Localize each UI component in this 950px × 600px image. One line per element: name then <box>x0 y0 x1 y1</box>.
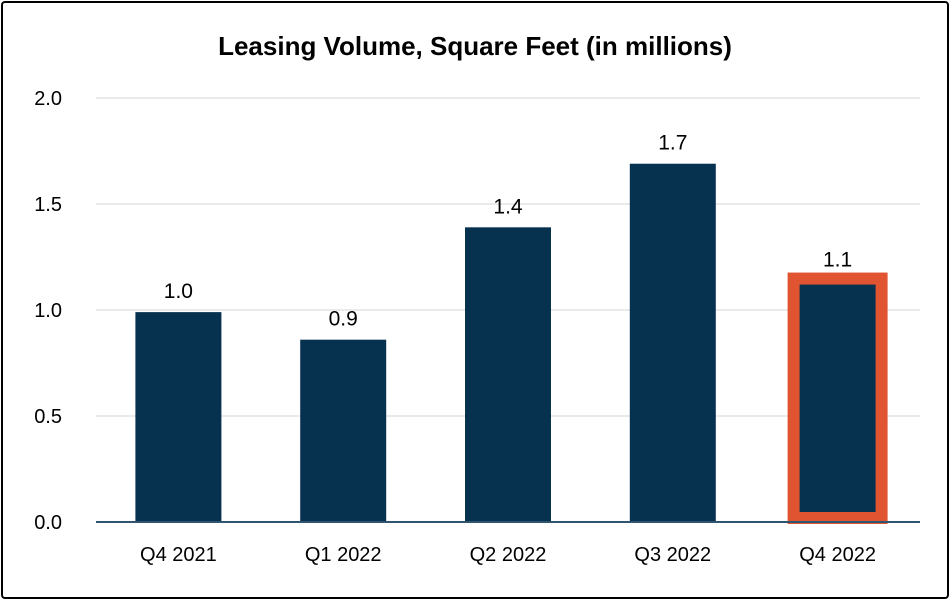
bar <box>629 163 716 522</box>
x-tick-label: Q4 2022 <box>799 544 876 566</box>
x-tick-label: Q1 2022 <box>305 544 382 566</box>
x-tick-label: Q2 2022 <box>470 544 547 566</box>
chart-title: Leasing Volume, Square Feet (in millions… <box>218 31 732 61</box>
data-label: 1.7 <box>658 132 687 155</box>
data-label: 1.0 <box>164 280 193 303</box>
data-label: 0.9 <box>329 308 358 331</box>
bar <box>465 227 551 522</box>
bar-highlighted <box>787 272 888 524</box>
data-label: 1.1 <box>823 249 852 272</box>
y-tick-label: 0.5 <box>34 406 62 428</box>
bar <box>135 312 222 522</box>
y-tick-label: 1.0 <box>34 300 62 322</box>
bar <box>300 339 387 522</box>
x-tick-label: Q3 2022 <box>634 544 711 566</box>
y-tick-label: 1.5 <box>34 194 62 216</box>
x-tick-label: Q4 2021 <box>140 544 217 566</box>
y-tick-label: 0.0 <box>34 512 62 534</box>
y-tick-label: 2.0 <box>34 88 62 110</box>
data-label: 1.4 <box>493 195 523 218</box>
